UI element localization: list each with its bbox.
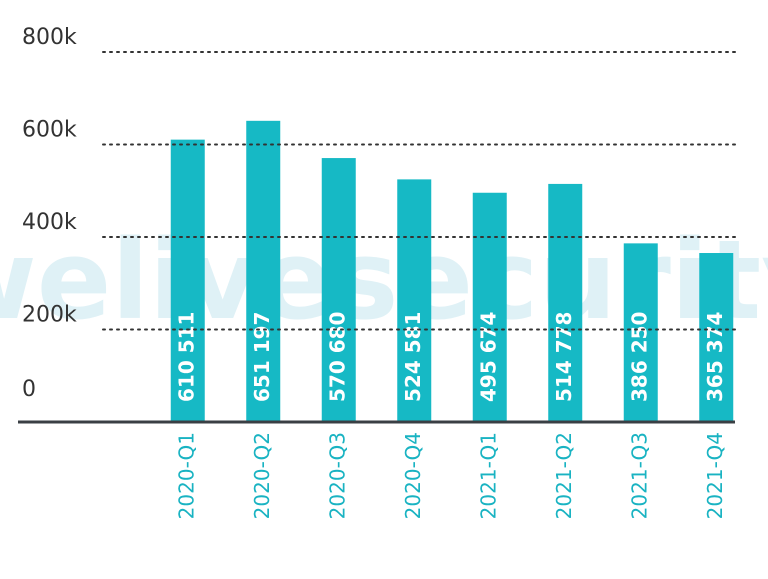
- bar: [623, 243, 658, 422]
- bar: [246, 120, 281, 423]
- y-tick-label: 400k: [22, 210, 77, 235]
- x-tick-label: 2020-Q3: [325, 432, 349, 519]
- x-tick-label: 2021-Q3: [627, 432, 651, 519]
- value-label: 524 581: [401, 312, 425, 402]
- bar: [321, 158, 356, 423]
- x-tick-label: 2021-Q4: [703, 432, 727, 519]
- y-tick-label: 800k: [22, 25, 77, 50]
- value-label: 365 374: [703, 312, 727, 402]
- x-tick-label: 2020-Q1: [174, 432, 198, 519]
- x-tick-label: 2021-Q2: [552, 432, 576, 519]
- value-label: 514 778: [552, 312, 576, 402]
- bar: [699, 253, 734, 422]
- value-label: 651 197: [250, 312, 274, 402]
- value-label: 386 250: [627, 312, 651, 402]
- value-label: 610 511: [174, 312, 198, 402]
- value-label: 495 674: [476, 312, 500, 402]
- bar: [472, 192, 507, 422]
- x-tick-label: 2021-Q1: [476, 432, 500, 519]
- bar: [548, 183, 583, 422]
- x-tick-label: 2020-Q4: [401, 432, 425, 519]
- y-tick-label: 0: [22, 377, 36, 402]
- bar: [170, 139, 205, 422]
- y-tick-label: 200k: [22, 303, 77, 328]
- x-tick-label: 2020-Q2: [250, 432, 274, 519]
- y-tick-label: 600k: [22, 118, 77, 143]
- value-label: 570 680: [325, 312, 349, 402]
- bar: [397, 179, 432, 422]
